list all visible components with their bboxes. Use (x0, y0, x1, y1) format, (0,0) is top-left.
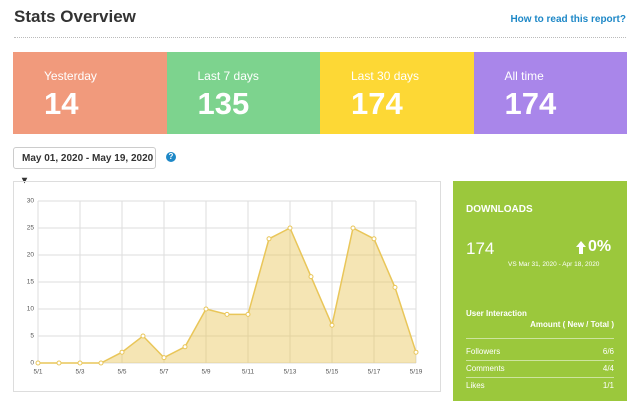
point (119, 349, 125, 355)
point (392, 284, 398, 290)
point (161, 355, 167, 361)
x-tick-label: 5/19 (410, 369, 423, 376)
point (203, 306, 209, 312)
point (56, 360, 62, 366)
x-tick-label: 5/7 (159, 369, 168, 376)
up-arrow (576, 241, 586, 254)
interaction-title: User Interaction (466, 309, 527, 318)
rows: Followers 6/6 Comments 4/4 Likes 1/1 (466, 344, 614, 394)
stat-label: Last 7 days (197, 69, 259, 83)
point (413, 349, 419, 355)
point (182, 344, 188, 350)
stat-card: Last 30 days 174 (320, 52, 474, 134)
date-range: May 01, 2020 - May 19, 2020 (22, 153, 154, 164)
row-value: 1/1 (602, 381, 614, 390)
separator (466, 338, 614, 339)
stat-card: Yesterday 14 (13, 52, 167, 134)
interaction-row: Comments 4/4 (466, 361, 614, 378)
y-tick-label: 15 (27, 279, 35, 286)
stat-value: 14 (44, 86, 79, 121)
point (287, 225, 293, 231)
point (98, 360, 104, 366)
help-link[interactable]: How to read this report? (510, 14, 626, 25)
x-tick-label: 5/11 (242, 369, 255, 376)
x-tick-label: 5/1 (33, 369, 42, 376)
point (35, 360, 41, 366)
downloads-change: 0% (588, 238, 612, 255)
stat-card: Last 7 days 135 (166, 52, 320, 134)
chart: 0 5 10 15 20 25 30 5/1 5/3 5/5 5/7 5/9 5/11 5/13 5/15 5… (27, 198, 423, 376)
stat-card: All time 174 (473, 52, 627, 134)
downloads-compare: VS Mar 31, 2020 - Apr 18, 2020 (508, 261, 600, 268)
row-label: Likes (466, 381, 485, 390)
caret: ▾ (22, 175, 28, 186)
row-value: 6/6 (602, 347, 614, 356)
row-label: Comments (466, 364, 505, 373)
y-tick-label: 5 (30, 333, 34, 340)
divider (14, 37, 626, 38)
x-tick-label: 5/15 (326, 369, 339, 376)
interaction-row: Likes 1/1 (466, 378, 614, 394)
stat-value: 174 (504, 86, 557, 121)
y-tick-label: 25 (27, 225, 35, 232)
y-tick-label: 30 (27, 198, 35, 205)
stat-label: Last 30 days (351, 69, 420, 83)
y-tick-label: 0 (30, 360, 34, 367)
point (329, 322, 335, 328)
point (224, 311, 230, 317)
x-tick-label: 5/3 (75, 369, 84, 376)
row-label: Followers (466, 347, 501, 356)
point (245, 311, 251, 317)
point (140, 333, 146, 339)
point (371, 236, 377, 242)
interaction-row: Followers 6/6 (466, 344, 614, 361)
stat-value: 174 (351, 86, 403, 121)
stat-label: Yesterday (44, 69, 97, 83)
stat-value: 135 (197, 86, 250, 121)
area (38, 228, 416, 363)
x-tick-label: 5/17 (368, 369, 381, 376)
chart-box: 0 5 10 15 20 25 30 5/1 5/3 5/5 5/7 5/9 5/11 5/13 5/15 5… (13, 181, 441, 392)
page-title: Stats Overview (14, 7, 136, 26)
help-icon[interactable]: ? (166, 152, 176, 162)
y-tick-label: 10 (27, 306, 35, 313)
point (308, 274, 314, 280)
amount-header: Amount ( New / Total ) (530, 320, 614, 329)
date-range-dropdown[interactable]: May 01, 2020 - May 19, 2020 ▾ (13, 147, 156, 186)
x-tick-label: 5/5 (117, 369, 126, 376)
y-tick-label: 20 (27, 252, 35, 259)
point (266, 236, 272, 242)
point (350, 225, 356, 231)
x-tick-label: 5/13 (284, 369, 297, 376)
downloads-title: DOWNLOADS (466, 204, 533, 215)
stat-label: All time (504, 69, 544, 83)
x-tick-label: 5/9 (201, 369, 210, 376)
row-value: 4/4 (602, 364, 614, 373)
downloads-value: 174 (466, 239, 495, 258)
point (77, 360, 83, 366)
downloads-panel: DOWNLOADS 174 0% VS Mar 31, 2020 - Apr 1… (453, 181, 627, 401)
